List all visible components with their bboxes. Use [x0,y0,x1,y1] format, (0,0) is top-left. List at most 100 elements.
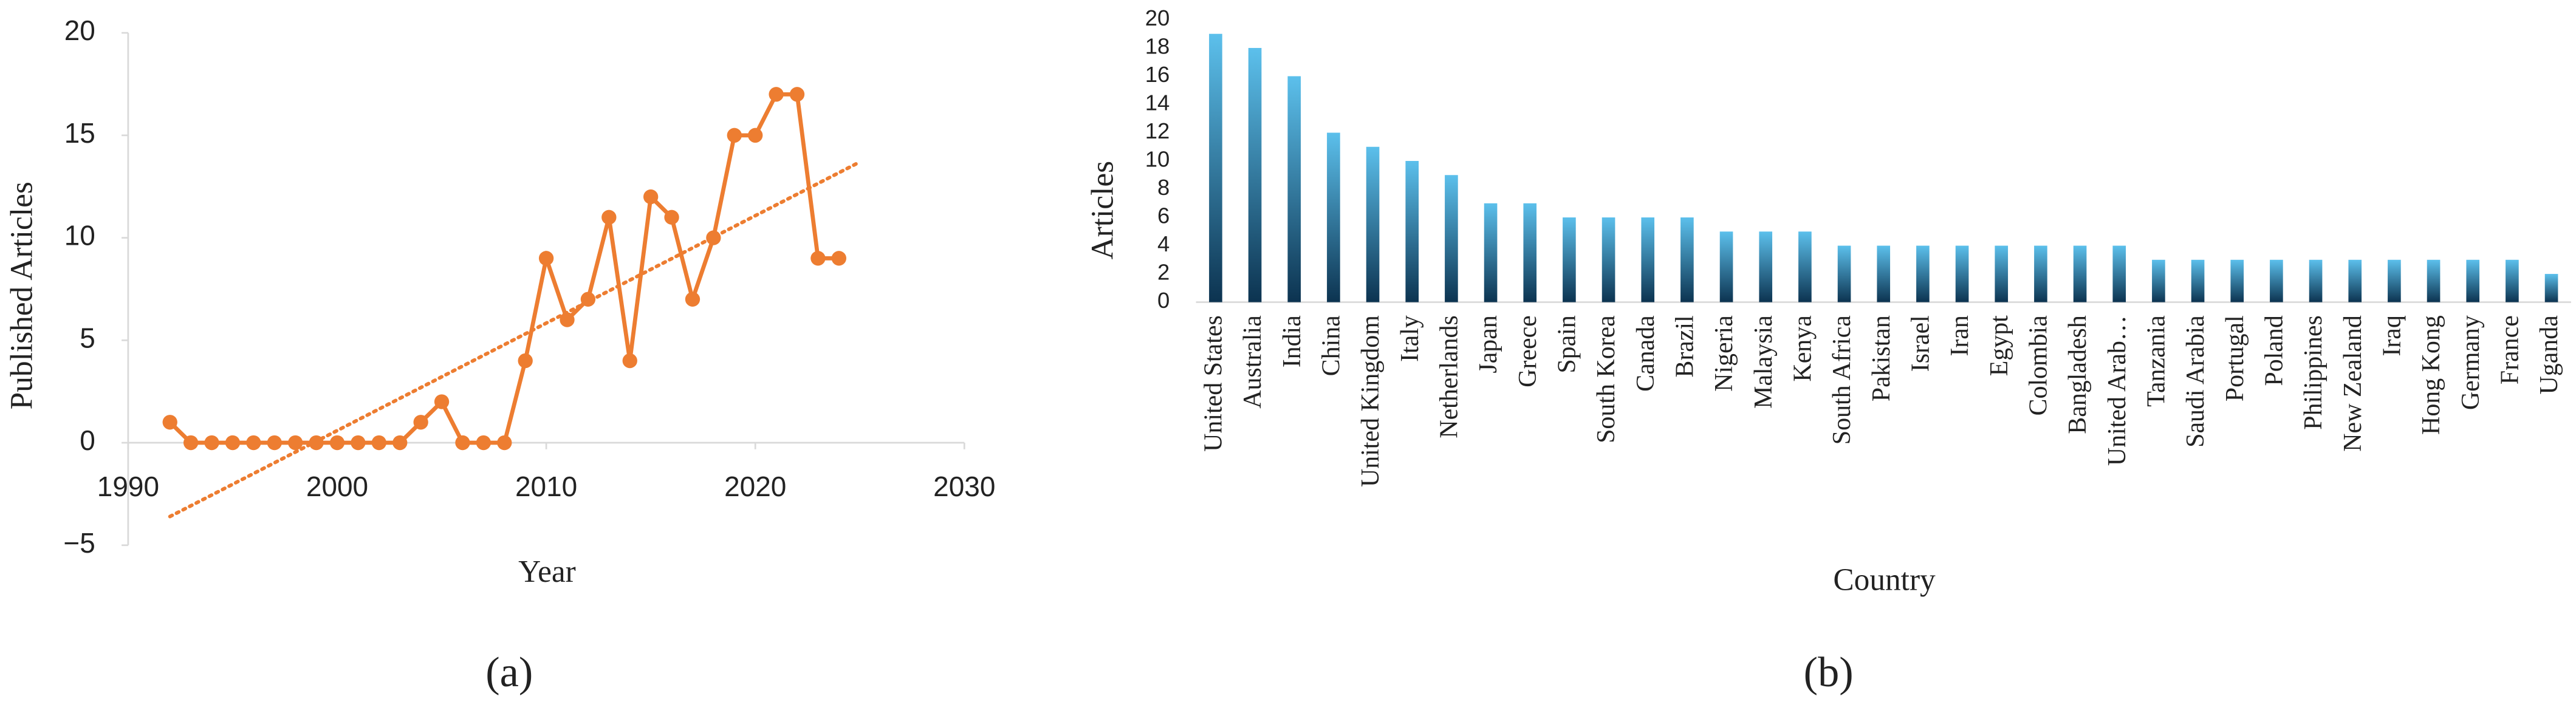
bar [1995,245,2009,302]
point [664,210,679,225]
point [685,292,701,307]
panel-label: (b) [1804,649,1854,696]
bar [1445,175,1458,302]
y-tick-label: 10 [1145,147,1170,172]
x-tick-label: New Zealand [2339,315,2367,452]
x-tick-label: 1990 [97,471,159,502]
x-tick-label: Tanzania [2143,315,2171,407]
x-tick-label: Canada [1632,315,1660,392]
bar [1366,146,1380,302]
x-axis-title: Year [518,554,576,589]
x-tick-label: Bangladesh [2064,315,2092,434]
point [580,292,596,307]
point [434,394,450,409]
point [246,435,261,451]
y-tick-label: 5 [80,322,95,353]
y-tick-label: 18 [1145,34,1170,59]
point [183,435,199,451]
bar [1680,217,1694,302]
bar [1916,245,1930,302]
x-tick-label: France [2496,315,2524,384]
x-tick-label: Portugal [2221,315,2249,401]
bar [1837,245,1851,302]
bar [1641,217,1655,302]
x-tick-label: Nigeria [1710,315,1738,392]
bar [1719,231,1733,302]
point [810,251,826,266]
y-tick-label: 15 [64,117,95,149]
x-tick-label: Australia [1239,315,1267,409]
x-tick-label: Uganda [2535,315,2563,395]
x-tick-label: Hong Kong [2417,315,2445,435]
bar [1484,203,1498,302]
x-tick-label: United States [1200,315,1228,452]
x-tick-label: Philippines [2300,315,2328,430]
bar [2230,259,2244,302]
y-tick-label: 20 [1145,5,1170,30]
point [560,312,575,327]
y-tick-label: 10 [64,220,95,251]
bar [1248,47,1262,302]
point [727,128,742,143]
point [601,210,617,225]
point [204,435,219,451]
x-tick-label: Egypt [1985,315,2013,376]
y-tick-label: 14 [1145,90,1170,115]
x-axis-title: Country [1833,563,1936,598]
point [831,251,847,266]
bar [1601,217,1615,302]
bar [1877,245,1891,302]
x-tick-label: 2030 [933,471,995,502]
point [497,435,512,451]
point [769,87,784,102]
point [706,230,721,245]
y-tick-label: 0 [80,424,95,456]
x-tick-label: Iran [1946,315,1974,356]
x-tick-label: China [1318,315,1346,377]
y-tick-label: 12 [1145,118,1170,143]
bar [1287,76,1301,302]
x-tick-label: Germany [2457,315,2485,410]
point [351,435,366,451]
point [392,435,408,451]
point [267,435,282,451]
bar [2034,245,2047,302]
x-tick-label: Malaysia [1750,315,1778,409]
bar [1563,217,1576,302]
y-tick-label: −5 [63,527,95,559]
bar [2270,259,2283,302]
y-tick-label: 6 [1157,203,1170,228]
y-axis-title: Published Articles [4,182,39,409]
x-tick-label: 2010 [515,471,577,502]
y-tick-label: 16 [1145,62,1170,87]
bar [2112,245,2126,302]
x-tick-label: Poland [2261,315,2289,386]
trendline [168,160,862,519]
point [162,415,177,430]
x-tick-label: Brazil [1671,315,1699,377]
point [748,128,763,143]
point [643,189,659,205]
point [789,87,805,102]
bar [2309,259,2323,302]
x-tick-label: 2020 [724,471,786,502]
y-tick-label: 0 [1157,288,1170,313]
point [413,415,428,430]
bar [2348,259,2362,302]
panel-label: (a) [485,649,533,696]
point [329,435,345,451]
bar [1209,33,1222,302]
y-tick-label: 4 [1157,231,1170,256]
x-tick-label: Italy [1396,315,1424,362]
bar [2388,259,2401,302]
x-tick-label: 2000 [306,471,368,502]
x-tick-label: Japan [1475,315,1502,373]
x-tick-label: Saudi Arabia [2182,315,2210,448]
x-tick-label: Netherlands [1436,315,1464,438]
x-tick-label: Iraq [2379,315,2406,356]
bar [1523,203,1537,302]
x-tick-label: Greece [1514,315,1542,387]
bar [1327,132,1340,302]
